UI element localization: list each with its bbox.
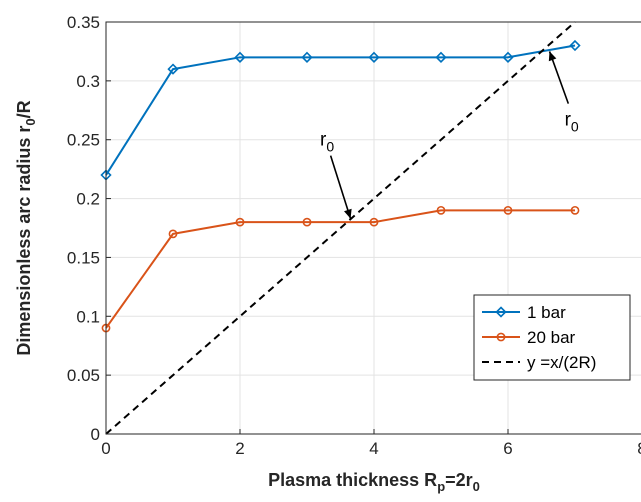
- data-point: [503, 205, 513, 215]
- x-tick-label: 2: [235, 439, 244, 458]
- data-point: [167, 63, 179, 75]
- legend: 1 bar 20 bar y =x/(2R): [473, 294, 631, 381]
- legend-marker: [495, 306, 507, 318]
- legend-marker: [496, 332, 506, 342]
- y-tick-label: 0.35: [67, 13, 100, 32]
- legend-label: 1 bar: [527, 303, 566, 322]
- series-3: [105, 21, 576, 435]
- data-point: [369, 217, 379, 227]
- data-point: [301, 51, 313, 63]
- annotation: r0: [320, 130, 352, 219]
- annotation-arrow: [329, 155, 352, 219]
- x-tick-label: 4: [369, 439, 378, 458]
- data-point: [569, 39, 581, 52]
- x-tick-label: 8: [637, 439, 641, 458]
- y-tick-label: 0.1: [76, 307, 100, 326]
- x-axis-label: Plasma thickness Rp=2r0: [268, 470, 480, 494]
- annotation-label: r0: [320, 130, 334, 155]
- legend-label: y =x/(2R): [527, 353, 596, 372]
- annotation: r0: [548, 51, 579, 135]
- y-tick-label: 0.15: [67, 248, 100, 267]
- y-tick-label: 0.05: [67, 366, 100, 385]
- data-point: [234, 51, 246, 63]
- data-point: [302, 217, 312, 227]
- series-line: [105, 44, 576, 176]
- data-point: [436, 205, 446, 215]
- x-tick-label: 6: [503, 439, 512, 458]
- legend-item: y =x/(2R): [482, 353, 596, 372]
- y-tick-label: 0: [91, 425, 100, 444]
- legend-item: 20 bar: [482, 328, 576, 347]
- data-point: [168, 229, 178, 239]
- annotation-arrow: [548, 51, 570, 104]
- y-tick-label: 0.25: [67, 131, 100, 150]
- arrow-head: [344, 208, 352, 219]
- data-point: [502, 51, 514, 63]
- data-point: [435, 51, 447, 63]
- x-tick-label: 0: [101, 439, 110, 458]
- y-tick-label: 0.2: [76, 190, 100, 209]
- legend-item: 1 bar: [482, 303, 566, 322]
- series-line: [105, 21, 576, 435]
- annotation-label: r0: [565, 110, 579, 135]
- y-tick-label: 0.3: [76, 72, 100, 91]
- y-axis-label: Dimensionless arc radius r0/R: [14, 100, 38, 355]
- data-point: [570, 205, 580, 215]
- legend-label: 20 bar: [527, 328, 576, 347]
- arrow-head: [548, 51, 557, 62]
- data-point: [235, 217, 245, 227]
- tick-labels: 0 2 4 6 8 0 0.05 0.1 0.15 0.2 0.25 0.3 0.35: [67, 13, 641, 458]
- annotations-layer: r0 r0: [320, 51, 579, 219]
- data-point: [368, 51, 380, 63]
- series-line: [105, 209, 575, 329]
